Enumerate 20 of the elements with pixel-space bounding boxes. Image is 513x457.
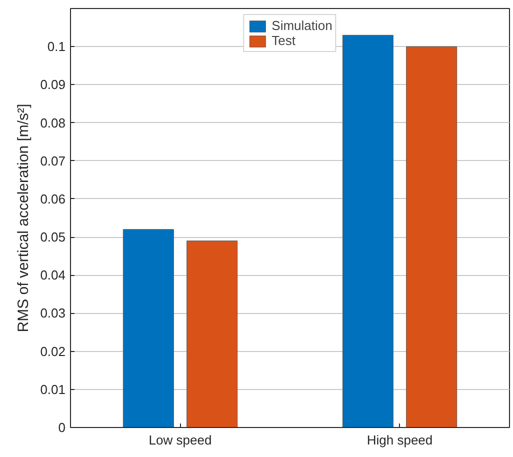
- y-tick-label: 0.07: [40, 153, 66, 168]
- y-tick-label: 0.06: [40, 191, 66, 206]
- y-tick-label: 0.01: [40, 382, 66, 397]
- x-tick-label: Low speed: [148, 432, 212, 448]
- legend-label: Simulation: [272, 18, 332, 33]
- y-tick-label: 0.1: [47, 39, 66, 54]
- y-tick-label: 0.04: [40, 268, 66, 283]
- y-tick-label: 0.03: [40, 306, 66, 321]
- y-tick-label: 0.09: [40, 77, 66, 92]
- y-tick-label: 0.02: [40, 344, 66, 359]
- y-axis-title: RMS of vertical acceleration [m/s²]: [15, 104, 32, 332]
- y-tick-label: 0: [58, 420, 66, 435]
- bar: [186, 240, 238, 428]
- bar: [342, 34, 394, 428]
- y-tick-label: 0.08: [40, 115, 66, 130]
- bar: [406, 46, 458, 428]
- legend-label: Test: [272, 33, 296, 48]
- bar: [122, 229, 174, 428]
- x-tick-label: High speed: [366, 432, 433, 448]
- y-tick-label: 0.05: [40, 230, 66, 245]
